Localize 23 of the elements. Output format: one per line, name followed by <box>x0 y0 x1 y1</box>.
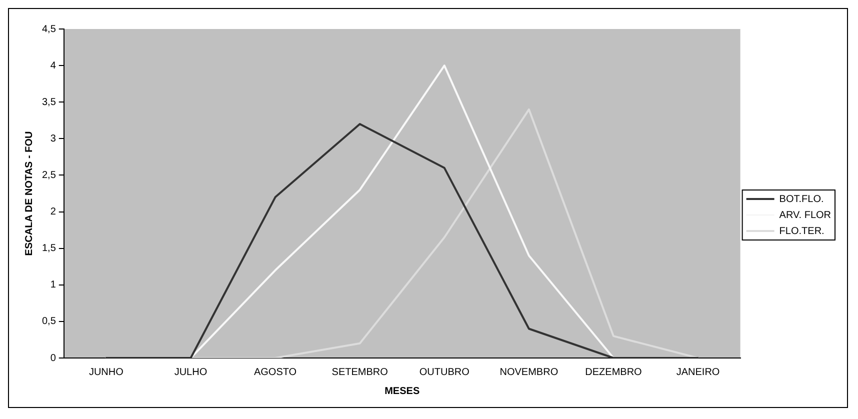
y-tick-label: 1,5 <box>42 243 56 254</box>
y-tick-label: 4 <box>50 60 56 72</box>
y-tick-label: 2 <box>50 206 56 218</box>
y-tick-label: 0 <box>50 352 56 364</box>
x-tick-label: JUNHO <box>88 366 124 378</box>
y-tick-label: 3,5 <box>42 96 56 108</box>
y-tick-label: 1 <box>50 280 56 291</box>
x-tick-label: AGOSTO <box>254 366 297 378</box>
y-tick-label: 3 <box>50 133 56 144</box>
y-tick-label: 4,5 <box>42 24 56 35</box>
y-tick-label: 0,5 <box>42 316 56 328</box>
legend-label: FLO.TER. <box>779 226 824 237</box>
legend-label: BOT.FLO. <box>779 194 824 205</box>
x-tick-label: JANEIRO <box>676 366 720 378</box>
x-tick-label: DEZEMBRO <box>585 366 642 378</box>
x-tick-label: JULHO <box>174 366 208 378</box>
x-tick-label: OUTUBRO <box>419 366 470 378</box>
y-axis-title: ESCALA DE NOTAS - FOU <box>24 131 35 256</box>
y-tick-label: 2,5 <box>42 170 56 181</box>
x-axis-title: MESES <box>384 386 420 397</box>
x-tick-label: SETEMBRO <box>332 366 388 378</box>
legend-label: ARV. FLOR <box>779 210 832 221</box>
x-tick-label: NOVEMBRO <box>500 366 558 378</box>
